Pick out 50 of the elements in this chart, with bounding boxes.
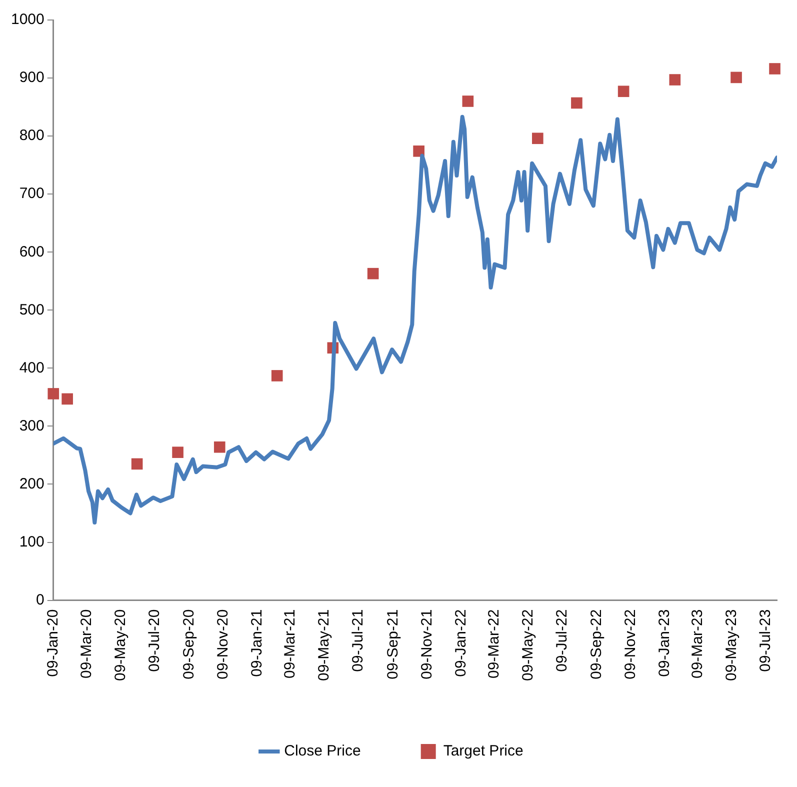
x-tick-label: 09-Jan-20	[44, 609, 62, 677]
x-tick-label: 09-May-23	[722, 609, 740, 682]
x-tick-label: 09-Mar-20	[78, 609, 95, 679]
legend-label: Target Price	[443, 742, 524, 760]
point	[131, 458, 143, 470]
y-tick-label: 300	[19, 417, 44, 434]
y-tick-label: 100	[19, 533, 44, 550]
y-tick-label: 400	[19, 359, 44, 376]
y-tick-label: 200	[19, 475, 44, 492]
point	[367, 268, 379, 280]
x-tick-label: 09-Sep-21	[384, 609, 402, 680]
x-tick-label: 09-Jul-22	[553, 609, 570, 672]
point	[271, 370, 283, 382]
x-tick-label: 09-Nov-22	[622, 609, 639, 680]
y-tick-label: 500	[19, 301, 44, 318]
x-tick-label: 09-Jan-21	[248, 609, 266, 677]
point	[618, 86, 630, 98]
point	[532, 132, 544, 144]
x-tick-label: 09-Mar-21	[282, 609, 299, 679]
x-tick-label: 09-Nov-21	[418, 609, 436, 680]
point	[214, 441, 226, 453]
point	[413, 145, 424, 157]
legend-label: Close Price	[284, 742, 361, 760]
x-tick-label: 09-Sep-22	[588, 609, 605, 680]
y-tick-label: 900	[19, 69, 44, 86]
x-tick-label: 09-May-22	[519, 609, 536, 682]
y-tick-label: 800	[19, 127, 44, 144]
x-tick-label: 09-Mar-23	[688, 609, 706, 679]
x-tick-label: 09-Jul-20	[146, 609, 164, 672]
point	[730, 72, 742, 84]
y-tick-label: 0	[36, 591, 44, 608]
point	[62, 393, 73, 405]
point	[769, 63, 780, 74]
y-tick-label: 600	[19, 243, 44, 260]
x-tick-label: 09-Jul-23	[756, 609, 774, 672]
point	[669, 74, 681, 86]
point	[48, 388, 60, 400]
x-tick-label: 09-Jan-22	[452, 609, 470, 677]
x-tick-label: 09-Jan-23	[656, 609, 673, 677]
point	[172, 446, 184, 458]
point	[462, 96, 474, 107]
x-tick-label: 09-Jul-21	[350, 609, 367, 672]
x-tick-label: 09-Nov-20	[214, 609, 232, 680]
y-tick-label: 700	[19, 185, 44, 202]
x-tick-label: 09-Mar-22	[485, 609, 502, 679]
x-tick-label: 09-Sep-20	[180, 609, 198, 680]
y-tick-label: 1000	[10, 11, 44, 28]
x-tick-label: 09-May-20	[112, 609, 130, 682]
x-tick-label: 09-May-21	[316, 609, 333, 682]
point	[571, 97, 582, 109]
